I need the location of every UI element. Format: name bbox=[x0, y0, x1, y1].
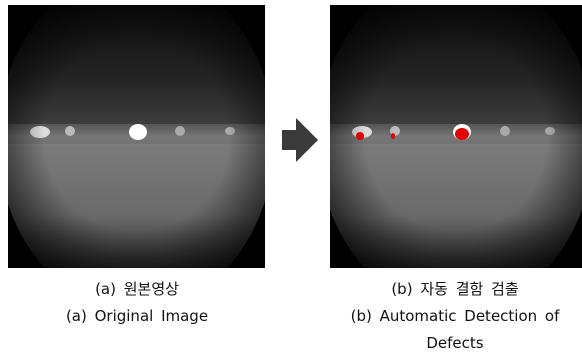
caption-english: (a) Original Image bbox=[37, 303, 237, 330]
defect-marker bbox=[391, 133, 395, 139]
caption-english: (b) Automatic Detection of Defects bbox=[350, 303, 560, 357]
figure: (a) 원본영상 (a) Original Image (b) 자동 결함 검출… bbox=[0, 0, 582, 361]
figure-images bbox=[0, 0, 582, 275]
detection-image bbox=[330, 5, 582, 268]
caption-korean: (a) 원본영상 bbox=[37, 276, 237, 303]
arrow bbox=[282, 118, 318, 162]
caption: (b) 자동 결함 검출 (b) Automatic Detection of … bbox=[350, 276, 560, 357]
caption: (a) 원본영상 (a) Original Image bbox=[37, 276, 237, 330]
original-image bbox=[8, 5, 265, 268]
defect-marker bbox=[356, 132, 364, 140]
defect-marker bbox=[455, 128, 469, 140]
caption-korean: (b) 자동 결함 검출 bbox=[350, 276, 560, 303]
